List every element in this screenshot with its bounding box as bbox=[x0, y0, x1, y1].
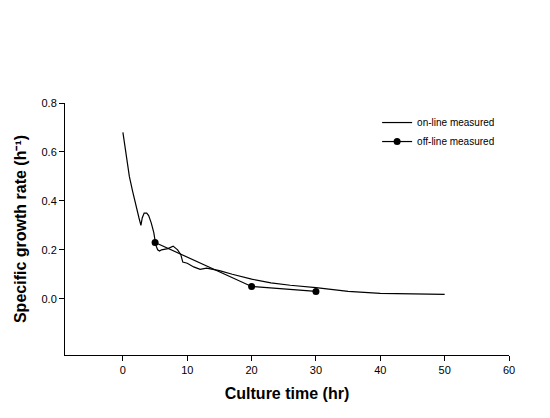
svg-text:Specific growth rate (h⁻¹): Specific growth rate (h⁻¹) bbox=[12, 135, 29, 323]
svg-text:60: 60 bbox=[503, 364, 515, 376]
svg-text:40: 40 bbox=[374, 364, 386, 376]
svg-text:0: 0 bbox=[120, 364, 126, 376]
svg-text:20: 20 bbox=[245, 364, 257, 376]
svg-text:10: 10 bbox=[181, 364, 193, 376]
svg-text:0.2: 0.2 bbox=[42, 244, 57, 256]
svg-text:on-line measured: on-line measured bbox=[417, 117, 494, 128]
svg-text:0.0: 0.0 bbox=[42, 293, 57, 305]
svg-text:30: 30 bbox=[310, 364, 322, 376]
svg-text:Culture time (hr): Culture time (hr) bbox=[225, 385, 349, 402]
svg-text:0.6: 0.6 bbox=[42, 146, 57, 158]
svg-text:50: 50 bbox=[439, 364, 451, 376]
svg-text:off-line measured: off-line measured bbox=[417, 136, 494, 147]
svg-text:0.4: 0.4 bbox=[42, 195, 57, 207]
svg-text:0.8: 0.8 bbox=[42, 97, 57, 109]
